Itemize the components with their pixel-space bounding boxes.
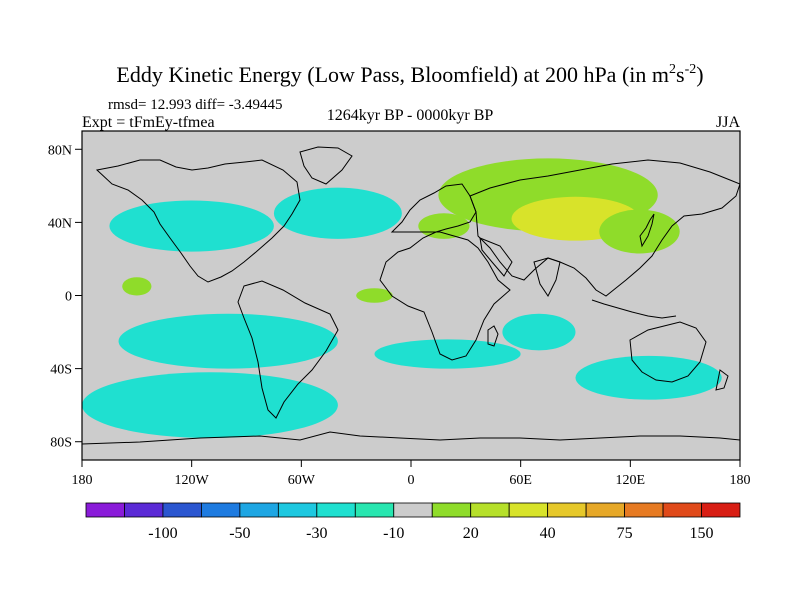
colorbar-label-3: -10 [383,525,404,542]
x-tick-label-1: 120W [175,473,210,488]
colorbar-swatch-14 [624,502,664,518]
x-tick-label-0: 180 [72,473,93,488]
anomaly-region-6 [118,313,338,369]
coast-madagascar [487,325,499,347]
coast-japan [639,213,655,248]
y-tick-label-0: 80N [48,143,72,158]
colorbar-label-6: 75 [617,525,633,542]
season-label: JJA [716,114,740,131]
chart-title: Eddy Kinetic Energy (Low Pass, Bloomfiel… [116,62,703,87]
colorbar-swatch-16 [701,502,741,518]
colorbar-swatch-12 [547,502,587,518]
colorbar-label-5: 40 [540,525,556,542]
colorbar-swatch-0 [85,502,125,518]
expt-label: Expt = tFmEy-tfmea [82,114,215,131]
anomaly-region-11 [122,277,152,296]
colorbar-swatch-3 [201,502,241,518]
anomaly-region-9 [502,313,576,351]
coast-north-america [95,159,301,283]
colorbar-label-0: -100 [148,525,177,542]
colorbar [85,502,741,518]
coast-india [533,257,561,297]
colorbar-swatch-2 [162,502,202,518]
colorbar-label-2: -30 [306,525,327,542]
y-axis: 80N 40N 0 40S 80S [48,143,82,451]
colorbar-label-7: 150 [690,525,714,542]
colorbar-swatch-11 [508,502,549,518]
x-axis: 180 120W 60W 0 60E 120E 180 [72,460,751,488]
colorbar-swatch-6 [316,502,356,518]
coast-indonesia [591,299,677,319]
colorbar-swatch-13 [585,502,625,518]
anomaly-region-7 [82,372,338,439]
y-tick-label-3: 40S [50,363,72,378]
coast-australia [629,321,707,383]
x-tick-label-4: 60E [509,473,532,488]
colorbar-swatch-9 [431,502,472,518]
colorbar-swatch-5 [277,502,318,518]
anomaly-region-3 [599,209,680,254]
coast-south-america [237,280,339,419]
x-tick-label-3: 0 [408,473,415,488]
coast-arabia [479,237,513,277]
coast-new-zealand [715,369,729,391]
colorbar-swatch-10 [470,502,510,518]
anomaly-region-12 [356,288,393,303]
y-tick-label-4: 80S [50,436,72,451]
period-label: 1264kyr BP - 0000kyr BP [327,107,494,124]
anomaly-region-10 [575,355,722,400]
y-tick-label-2: 0 [65,290,72,305]
anomaly-region-8 [374,339,521,369]
colorbar-swatch-15 [662,502,702,518]
coast-europe-africa [379,183,511,361]
coast-asia [469,159,740,297]
anomaly-region-2 [418,213,470,239]
y-tick-label-1: 40N [48,216,72,231]
coastlines [82,146,740,445]
colorbar-swatch-8 [393,502,433,518]
coast-greenland [299,146,353,185]
anomaly-region-4 [273,187,402,239]
colorbar-label-1: -50 [229,525,250,542]
x-tick-label-6: 180 [730,473,751,488]
colorbar-swatch-7 [354,502,395,518]
anomaly-region-5 [109,200,274,252]
x-tick-label-5: 120E [616,473,646,488]
coast-antarctica [82,431,740,445]
colorbar-label-4: 20 [463,525,479,542]
anomaly-regions [82,158,722,439]
rmsd-diff-label: rmsd= 12.993 diff= -3.49445 [108,97,283,113]
colorbar-labels: -100 -50 -30 -10 20 40 75 150 [148,525,713,542]
x-tick-label-2: 60W [288,473,316,488]
colorbar-swatch-1 [124,502,164,518]
colorbar-swatch-4 [239,502,279,518]
